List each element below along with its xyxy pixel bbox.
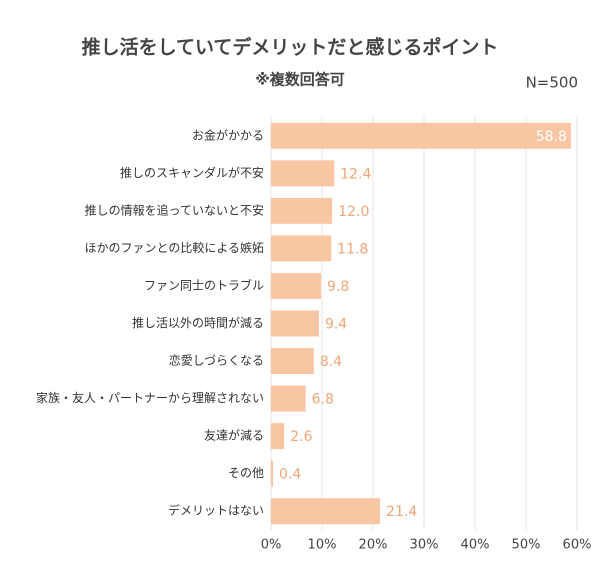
data-label: 8.4: [320, 354, 342, 370]
chart-subtitle: ※複数回答可: [255, 71, 345, 89]
data-label: 11.8: [337, 241, 368, 257]
x-tick-label: 10%: [308, 538, 337, 553]
bar: [271, 235, 332, 262]
data-label: 12.0: [338, 204, 369, 220]
y-tick-label: 恋愛しづらくなる: [169, 353, 264, 368]
x-tick-label: 0%: [261, 538, 282, 553]
x-tick-label: 20%: [359, 538, 388, 553]
sample-size-note: N=500: [526, 74, 578, 92]
y-tick-label: お金がかかる: [192, 127, 264, 142]
y-tick-label: 推し活以外の時間が減る: [132, 315, 264, 330]
x-tick-label: 30%: [410, 538, 439, 553]
data-label: 12.4: [340, 166, 371, 182]
x-tick-label: 50%: [512, 538, 541, 553]
bar: [271, 122, 571, 149]
y-tick-label: その他: [228, 466, 264, 480]
y-tick-label: デメリットはない: [168, 503, 264, 518]
x-tick-label: 40%: [461, 538, 490, 553]
data-label: 21.4: [386, 504, 417, 520]
data-label: 9.8: [327, 279, 349, 295]
bar: [271, 160, 335, 187]
y-tick-label: 家族・友人・パートナーから理解されない: [36, 390, 264, 405]
y-tick-label: ほかのファンとの比較による嫉妬: [84, 240, 264, 255]
chart-title: 推し活をしていてデメリットだと感じるポイント: [82, 36, 499, 59]
x-tick-label: 60%: [563, 538, 592, 553]
data-label: 0.4: [279, 467, 301, 483]
bar: [271, 197, 333, 224]
bar: [271, 423, 285, 450]
y-tick-label: 推しのスキャンダルが不安: [120, 165, 264, 180]
data-label: 6.8: [312, 392, 334, 408]
bar: [271, 385, 306, 412]
bar: [271, 272, 321, 299]
data-label: 2.6: [290, 429, 312, 445]
y-tick-label: 友達が減る: [204, 428, 264, 443]
bar: [271, 310, 319, 337]
bar: [271, 498, 381, 525]
bar: [271, 460, 274, 487]
data-label: 58.8: [536, 129, 567, 145]
y-tick-label: 推しの情報を追っていないと不安: [85, 202, 264, 217]
y-tick-label: ファン同士のトラブル: [144, 277, 264, 292]
bar: [271, 348, 314, 375]
data-label: 9.4: [325, 317, 347, 333]
